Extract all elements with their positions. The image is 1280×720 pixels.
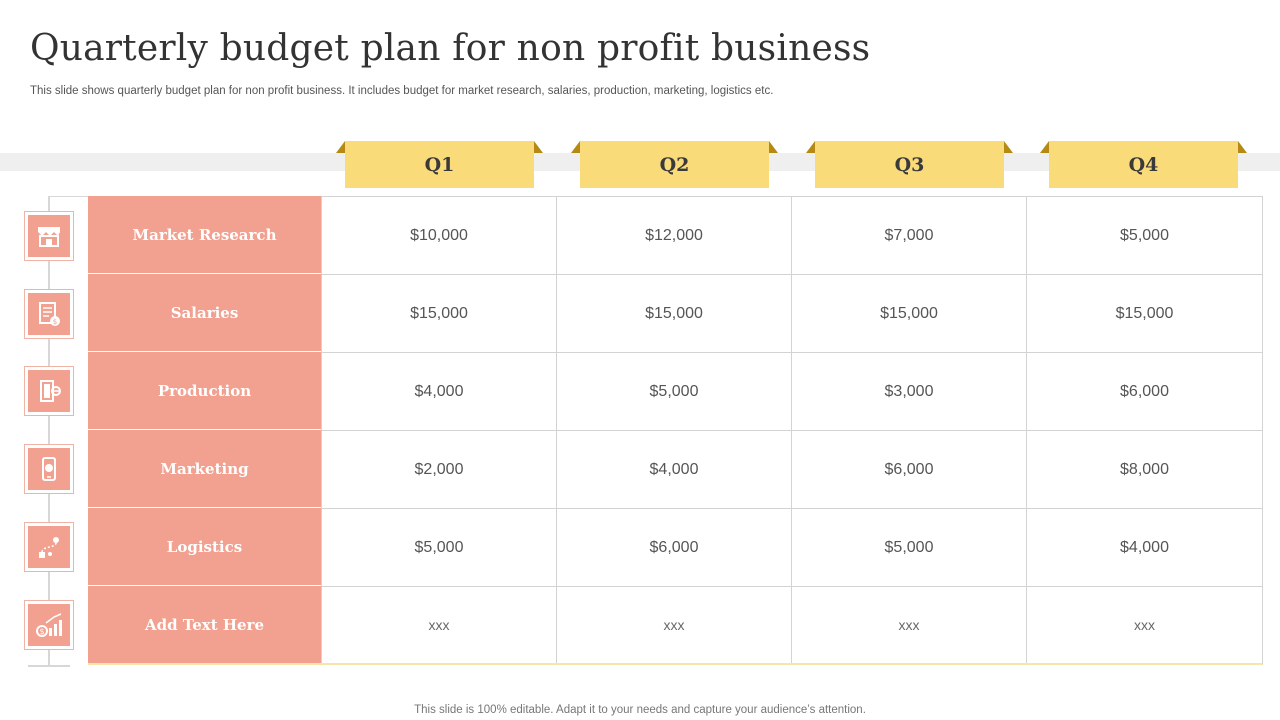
storefront-icon [24,211,74,261]
table-cell: $5,000 [321,508,556,586]
factory-door-icon [24,366,74,416]
table-cell: $3,000 [791,352,1026,430]
page-title: Quarterly budget plan for non profit bus… [30,28,871,69]
table-cell: xxx [556,586,791,663]
row-label: Logistics [88,508,321,586]
footer-note: This slide is 100% editable. Adapt it to… [414,704,866,716]
quarter-label: Q4 [1049,141,1238,188]
table-cell: $4,000 [1026,508,1262,586]
table-cell: xxx [1026,586,1262,663]
table-row: Market Research $10,000 $12,000 $7,000 $… [88,196,1262,274]
quarter-header-q1: Q1 [336,141,543,188]
table-cell: $4,000 [321,352,556,430]
table-cell: $4,000 [556,430,791,508]
quarter-header-q3: Q3 [806,141,1013,188]
table-cell: $5,000 [556,352,791,430]
timeline-spine [48,196,50,666]
table-cell: xxx [321,586,556,663]
svg-text:$: $ [39,627,44,636]
table-cell: xxx [791,586,1026,663]
payroll-document-icon: $ [24,289,74,339]
table-cell: $15,000 [321,274,556,352]
table-cell: $5,000 [1026,196,1262,274]
table-cell: $7,000 [791,196,1026,274]
money-growth-chart-icon: $ [24,600,74,650]
row-label: Salaries [88,274,321,352]
budget-table: Market Research $10,000 $12,000 $7,000 $… [88,196,1263,665]
table-cell: $6,000 [556,508,791,586]
table-cell: $8,000 [1026,430,1262,508]
table-cell: $5,000 [791,508,1026,586]
route-icon [24,522,74,572]
table-cell: $2,000 [321,430,556,508]
table-row: Production $4,000 $5,000 $3,000 $6,000 [88,352,1262,430]
quarter-label: Q2 [580,141,769,188]
quarter-header-q4: Q4 [1040,141,1247,188]
quarter-label: Q1 [345,141,534,188]
table-cell: $15,000 [556,274,791,352]
table-cell: $12,000 [556,196,791,274]
row-label: Market Research [88,196,321,274]
table-row: Salaries $15,000 $15,000 $15,000 $15,000 [88,274,1262,352]
page-subtitle: This slide shows quarterly budget plan f… [30,85,774,97]
table-row: Marketing $2,000 $4,000 $6,000 $8,000 [88,430,1262,508]
row-label: Production [88,352,321,430]
table-row: Logistics $5,000 $6,000 $5,000 $4,000 [88,508,1262,586]
quarter-label: Q3 [815,141,1004,188]
svg-text:$: $ [53,318,57,326]
table-cell: $15,000 [791,274,1026,352]
mobile-marketing-icon [24,444,74,494]
table-row: Add Text Here xxx xxx xxx xxx [88,586,1262,663]
table-cell: $6,000 [1026,352,1262,430]
timeline-connector [48,196,88,197]
row-label: Add Text Here [88,586,321,663]
quarter-header-q2: Q2 [571,141,778,188]
table-cell: $10,000 [321,196,556,274]
table-cell: $15,000 [1026,274,1262,352]
row-label: Marketing [88,430,321,508]
timeline-base [28,665,70,667]
table-cell: $6,000 [791,430,1026,508]
